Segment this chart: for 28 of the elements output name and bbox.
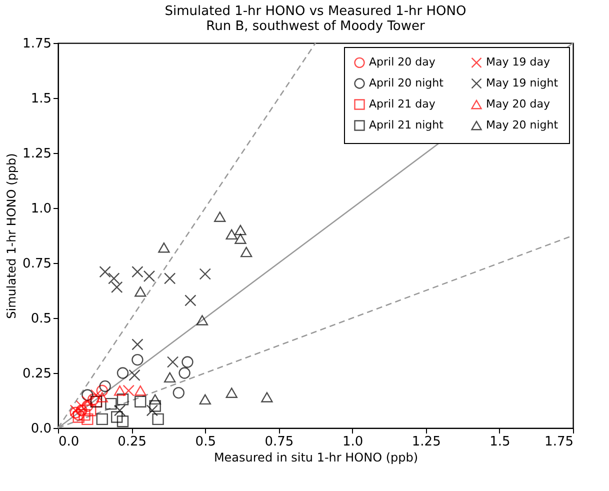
legend-label: April 20 day: [369, 56, 436, 69]
legend-label: April 20 night: [369, 76, 444, 90]
x-tick-label: 1.25: [412, 434, 441, 450]
y-tick-label: 0.0: [30, 422, 52, 436]
chart-subtitle: Run B, southwest of Moody Tower: [206, 19, 426, 34]
chart-title: Simulated 1-hr HONO vs Measured 1-hr HONO: [164, 4, 466, 19]
y-tick-label: 1.0: [30, 202, 52, 216]
legend-label: May 20 night: [486, 118, 559, 132]
x-tick-label: 0.0: [58, 434, 80, 450]
legend-label: April 21 day: [369, 98, 436, 110]
y-tick-label: 1.5: [30, 92, 52, 106]
y-tick-label: 0.25: [22, 366, 52, 382]
x-tick-label: 1.75: [544, 434, 574, 450]
legend-label: May 20 day: [486, 98, 550, 110]
legend-label: April 21 night: [369, 118, 444, 132]
legend-label: May 19 night: [486, 76, 559, 90]
x-axis-title: Measured in situ 1-hr HONO (ppb): [214, 450, 418, 464]
x-tick-label: 1.0: [342, 434, 364, 450]
x-tick-label: 1.5: [490, 434, 510, 450]
y-tick-label: 0.75: [22, 256, 52, 272]
legend-label: May 19 day: [486, 56, 550, 69]
y-axis-title: Simulated 1-hr HONO (ppb): [4, 153, 19, 319]
y-tick-label: 1.25: [22, 146, 52, 162]
y-tick-label: 0.5: [30, 312, 52, 326]
x-tick-label: 0.25: [118, 434, 147, 450]
x-tick-label: 0.75: [264, 434, 294, 450]
y-tick-label: 1.75: [22, 36, 52, 52]
x-tick-label: 0.5: [195, 434, 216, 450]
